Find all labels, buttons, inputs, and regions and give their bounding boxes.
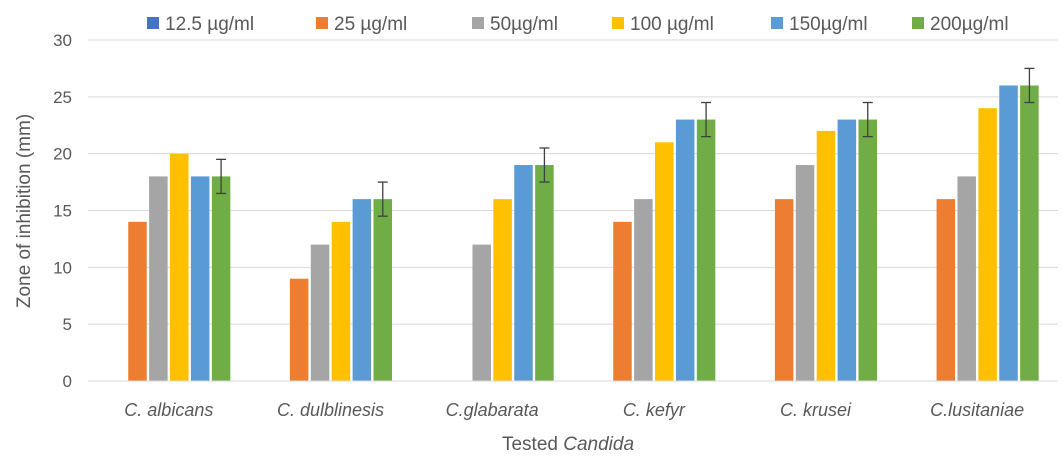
legend-label: 100 µg/ml: [630, 14, 714, 35]
legend-swatch: [771, 17, 783, 29]
x-tick-label: C. dulblinesis: [277, 400, 384, 420]
x-tick-label: C.lusitaniae: [930, 400, 1024, 420]
y-tick-label: 15: [53, 202, 72, 221]
error-bar: [862, 101, 873, 138]
bar: [310, 244, 330, 381]
legend-item: 25 µg/ml: [316, 14, 407, 35]
y-tick-label: 5: [63, 315, 72, 334]
legend-label: 25 µg/ml: [334, 14, 407, 35]
bar: [858, 119, 877, 382]
legend-swatch: [147, 17, 159, 29]
error-bar: [701, 101, 712, 138]
bar: [1020, 85, 1039, 381]
bar: [999, 85, 1018, 381]
x-tick-label: C. kefyr: [623, 400, 686, 420]
bar: [289, 278, 309, 381]
y-tick-label: 25: [53, 88, 72, 107]
legend-label: 150µg/ml: [789, 14, 868, 35]
bar: [352, 199, 372, 381]
bar: [472, 244, 491, 381]
legend-item: 12.5 µg/ml: [147, 14, 254, 35]
error-bar: [216, 158, 227, 195]
bar: [493, 199, 512, 381]
bar: [675, 119, 695, 382]
legend-swatch: [612, 17, 624, 29]
legend-swatch: [316, 17, 328, 29]
bar: [634, 199, 653, 381]
legend-label: 12.5 µg/ml: [165, 14, 254, 35]
legend-label: 200µg/ml: [930, 14, 1009, 35]
y-axis-title: Zone of inhibition (mm): [14, 114, 35, 308]
bar: [331, 221, 351, 381]
x-tick-label: C.glabarata: [446, 400, 539, 420]
error-bar: [1024, 67, 1035, 104]
bar: [514, 165, 533, 381]
x-axis-title-italic: Candida: [563, 434, 634, 455]
gridlines: [88, 39, 1058, 325]
legend-item: 150µg/ml: [771, 14, 868, 35]
legend-item: 200µg/ml: [912, 14, 1009, 35]
bar: [373, 199, 392, 381]
bar: [190, 176, 210, 381]
legend-label: 50µg/ml: [490, 14, 558, 35]
x-tick-label: C. albicans: [124, 400, 213, 420]
error-bar: [539, 147, 550, 183]
bar: [936, 199, 956, 381]
bar: [211, 176, 231, 381]
y-tick-label: 0: [63, 372, 72, 391]
legend-swatch: [912, 17, 924, 29]
x-axis-title-prefix: Tested: [502, 434, 563, 455]
bar: [795, 165, 815, 381]
bar: [774, 199, 794, 381]
bar: [128, 221, 147, 381]
legend-item: 50µg/ml: [472, 14, 558, 35]
y-tick-label: 20: [53, 145, 72, 164]
y-tick-label: 30: [53, 31, 72, 50]
bar: [696, 119, 716, 382]
legend-swatch: [472, 17, 484, 29]
error-bars: [216, 67, 1035, 217]
legend: 12.5 µg/ml 25 µg/ml 50µg/ml 100 µg/ml 150µg/…: [147, 14, 1009, 35]
bar: [655, 142, 674, 381]
bar: [613, 221, 632, 381]
bar: [978, 108, 997, 381]
x-tick-label: C. krusei: [780, 400, 852, 420]
bar: [170, 153, 189, 381]
bar: [149, 176, 168, 381]
y-tick-label: 10: [53, 258, 72, 277]
error-bar: [377, 181, 388, 217]
bar: [816, 130, 836, 381]
axes: 0 5 10 15 20 25 30 C. albicans C. dulblinesis C.g…: [53, 31, 1058, 420]
legend-item: 100 µg/ml: [612, 14, 714, 35]
bar: [837, 119, 857, 382]
bars: [128, 85, 1039, 382]
bar: [535, 165, 554, 381]
x-axis-title: Tested Candida: [502, 434, 634, 455]
bar: [957, 176, 976, 381]
